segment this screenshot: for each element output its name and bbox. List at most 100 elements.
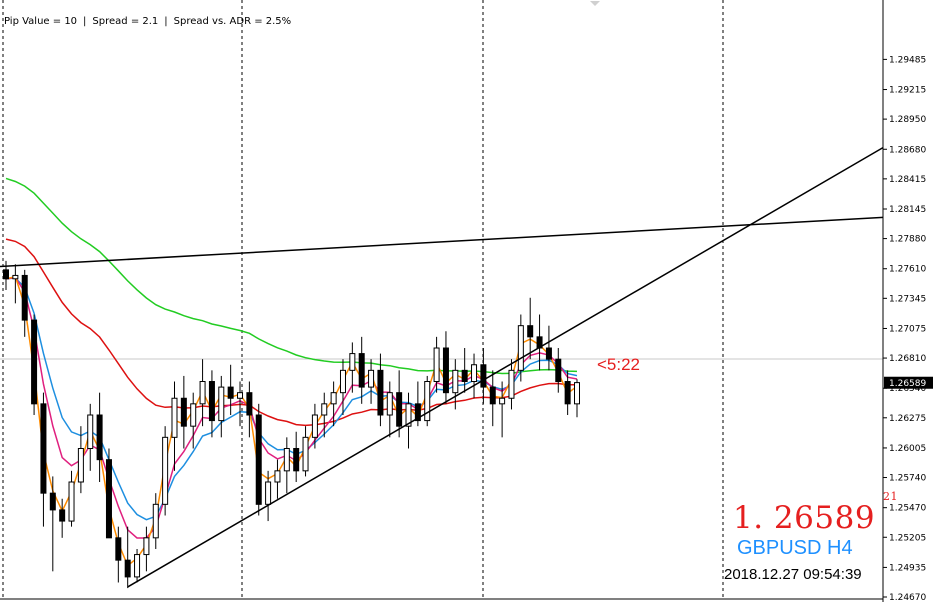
- current-price-display: 1. 26589 21: [733, 490, 898, 536]
- candle-body: [574, 382, 580, 405]
- candle-body: [349, 353, 356, 371]
- candle-body: [68, 481, 75, 522]
- candle-body: [77, 448, 84, 483]
- candle-body: [115, 537, 122, 561]
- candle-body: [414, 403, 421, 422]
- spread-label: Spread = 2.1: [92, 16, 159, 27]
- candle-body: [227, 386, 234, 399]
- support-trendline: [127, 146, 884, 588]
- y-tick-label: 1.28680: [889, 145, 926, 155]
- ma-magenta-line: [5, 276, 578, 539]
- y-tick-label: 1.26540: [889, 384, 926, 394]
- candle-body: [143, 537, 150, 556]
- resistance-trendline: [0, 216, 884, 268]
- price-superscript: 21: [883, 490, 899, 503]
- candle-body: [339, 369, 346, 394]
- candle-body: [452, 369, 459, 394]
- candle-body: [471, 364, 478, 383]
- current-price-tag: [884, 376, 933, 389]
- candle-body: [274, 470, 281, 483]
- candle-body: [21, 274, 28, 321]
- y-tick-label: 1.27345: [889, 294, 926, 304]
- candle-body: [508, 369, 515, 399]
- candle-body: [293, 448, 300, 472]
- y-tick-label: 1.27880: [889, 235, 926, 245]
- y-tick-label: 1.28145: [889, 205, 926, 215]
- info-bar: Pip Value = 10 | Spread = 2.1 | Spread vs. A…: [4, 16, 291, 27]
- candle-body: [442, 347, 449, 394]
- y-tick-label: 1.26810: [889, 354, 926, 364]
- candle-body: [545, 347, 552, 360]
- candle-body: [180, 397, 187, 427]
- spread-adr-label: Spread vs. ADR = 2.5%: [173, 16, 292, 27]
- candle-body: [87, 414, 94, 449]
- y-tick-label: 1.24935: [889, 563, 926, 573]
- candle-body: [302, 436, 309, 472]
- candle-body: [311, 414, 318, 438]
- candle-body: [564, 381, 571, 405]
- candle-body: [405, 403, 412, 427]
- candle-body: [480, 364, 487, 388]
- candle-body: [190, 403, 197, 427]
- candle-body: [246, 392, 253, 416]
- shift-marker-icon: [590, 1, 600, 6]
- separator: |: [164, 16, 168, 27]
- candle-body: [96, 414, 103, 461]
- candle-body: [237, 392, 244, 399]
- candle-body: [527, 325, 534, 338]
- separator: |: [83, 16, 87, 27]
- moving-averages-layer: [5, 177, 578, 567]
- candle-body: [368, 369, 375, 388]
- candle-body: [321, 403, 328, 416]
- candle-body: [31, 319, 38, 405]
- candle-body: [49, 492, 56, 511]
- candle-body: [265, 481, 272, 505]
- candle-body: [396, 392, 403, 427]
- candle-body: [124, 559, 131, 578]
- y-tick-label: 1.24670: [889, 593, 926, 602]
- y-tick-label: 1.26275: [889, 414, 926, 424]
- ma-green-line: [5, 177, 578, 375]
- y-tick-label: 1.29215: [889, 86, 926, 96]
- y-tick-label: 1.28950: [889, 115, 926, 125]
- candles-layer: [3, 260, 580, 589]
- y-tick-label: 1.27075: [889, 324, 926, 334]
- y-tick-label: 1.27610: [889, 265, 926, 275]
- candle-body: [218, 386, 225, 422]
- candle-body: [134, 554, 141, 578]
- candle-body: [3, 269, 9, 280]
- candle-body: [40, 403, 47, 494]
- candle-body: [283, 448, 290, 472]
- server-time: 2018.12.27 09:54:39: [724, 566, 862, 583]
- pip-value-label: Pip Value = 10: [4, 16, 78, 27]
- candle-body: [461, 369, 468, 383]
- candle-body: [386, 392, 393, 416]
- y-tick-label: 1.28415: [889, 175, 926, 185]
- candle-body: [358, 353, 365, 388]
- candle-body: [12, 274, 19, 280]
- candle-body: [171, 397, 178, 438]
- ma-red-line: [5, 238, 578, 427]
- candle-body: [424, 381, 431, 422]
- candle-body: [517, 325, 524, 371]
- current-price-value: 1. 26589: [733, 500, 876, 536]
- candle-body: [199, 381, 206, 405]
- candle-body: [489, 386, 496, 405]
- y-tick-label: 1.25205: [889, 533, 926, 543]
- candle-body: [59, 509, 66, 522]
- candle-body: [152, 503, 159, 539]
- candle-body: [162, 436, 169, 505]
- grid-layer: [0, 0, 884, 602]
- current-price-tag-label: 1.26589: [889, 379, 926, 389]
- candle-body: [105, 459, 112, 539]
- candle-body: [433, 347, 440, 383]
- candle-body: [208, 381, 215, 422]
- candle-body: [499, 397, 506, 405]
- candle-body: [377, 369, 384, 416]
- symbol-timeframe: GBPUSD H4: [737, 537, 853, 559]
- price-axis: 1.29485 1.29215 1.28950 1.28680 1.28415 1.281…: [883, 55, 933, 603]
- y-tick-label: 1.25740: [889, 474, 926, 484]
- bar-countdown: <5:22: [597, 355, 641, 374]
